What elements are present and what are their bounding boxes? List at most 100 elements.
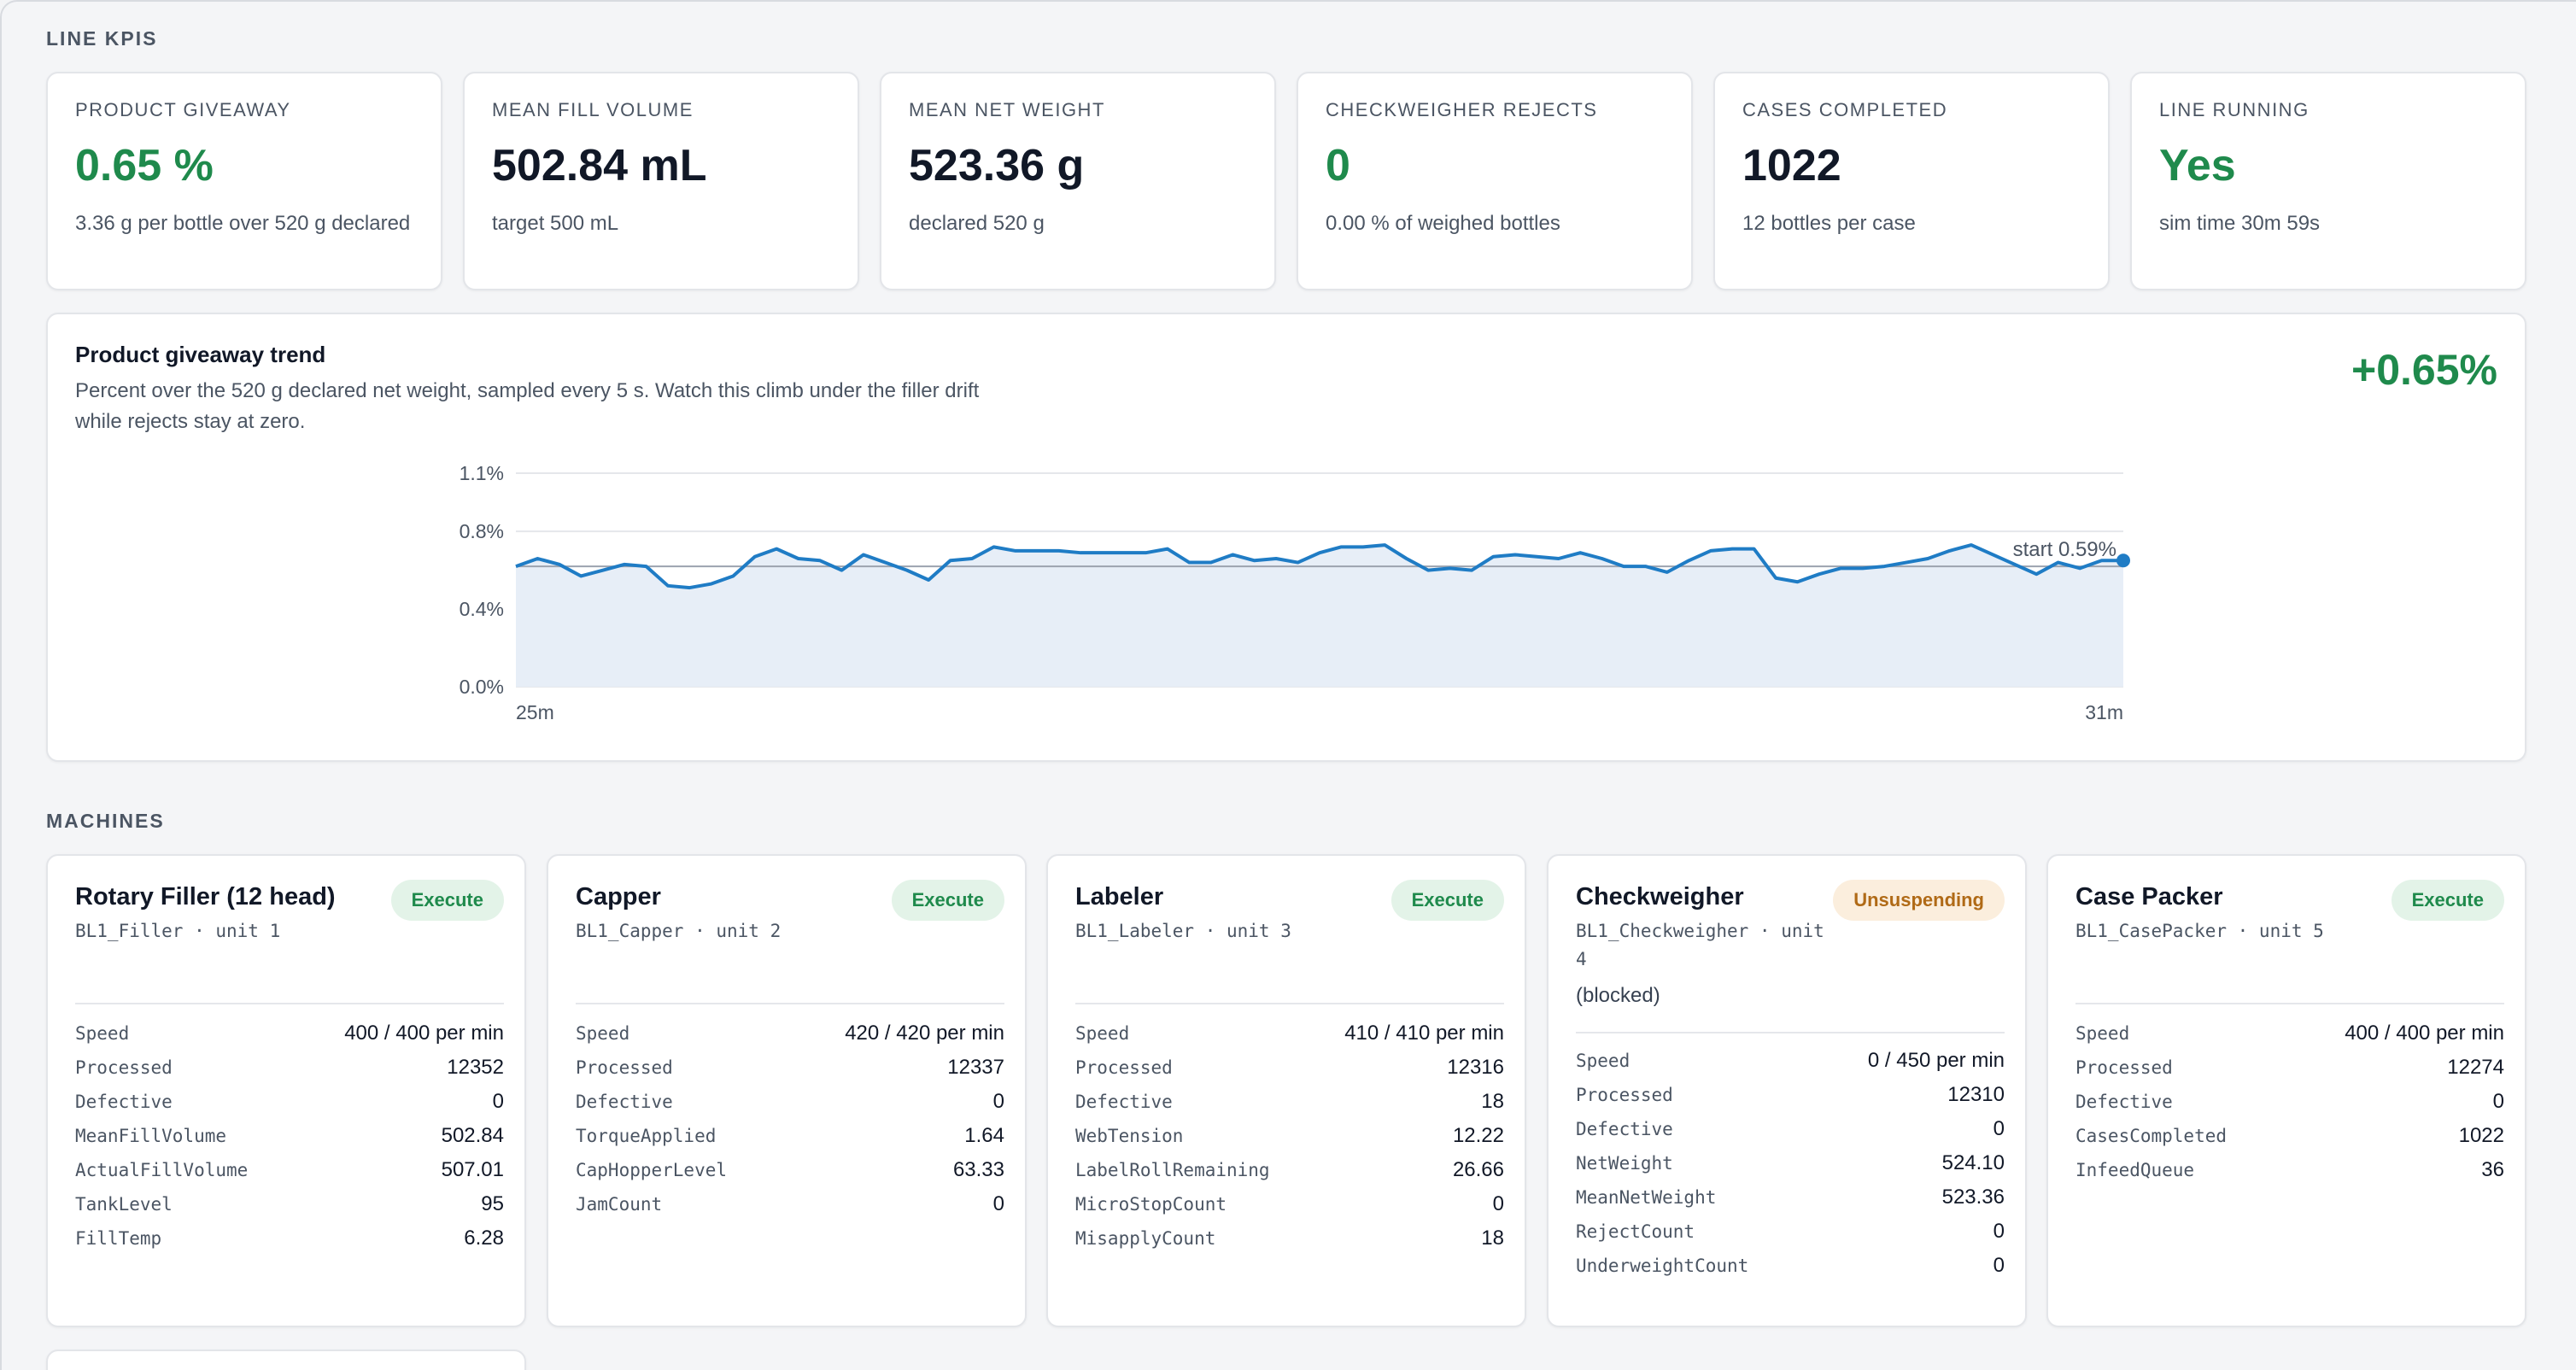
section-title-kpis: LINE KPIS [46,27,158,50]
metric-name: WebTension [1075,1126,1184,1146]
metric-name: LabelRollRemaining [1075,1160,1270,1180]
kpi-subtext: 3.36 g per bottle over 520 g declared [75,212,411,235]
metric-value: 0 [1993,1220,2005,1243]
metric-list: Speed 0 / 450 per min Processed 12310 De… [1576,1044,2005,1283]
metric-row: Speed 0 / 450 per min [1576,1044,2005,1078]
machine-card[interactable]: Capper Execute BL1_Capper · unit 2 Speed… [547,854,1027,1327]
kpi-label: LINE RUNNING [2159,99,2310,120]
metric-row: InfeedQueue 36 [2075,1153,2504,1187]
metric-name: Processed [2075,1057,2173,1078]
trend-current-value: +0.65% [2351,346,2497,394]
machine-id: BL1_Capper · unit 2 [576,921,782,941]
metric-row: JamCount 0 [576,1187,1004,1221]
metric-row: Speed 400 / 400 per min [2075,1016,2504,1051]
y-tick-label: 1.1% [460,462,504,484]
machine-name: Capper [576,883,661,910]
state-badge: Execute [891,880,1004,921]
metric-value: 12.22 [1452,1124,1504,1147]
metric-value: 36 [2481,1158,2504,1181]
metric-row: NetWeight 524.10 [1576,1146,2005,1180]
metric-row: Processed 12316 [1075,1051,1504,1085]
metric-row: CasesCompleted 1022 [2075,1119,2504,1153]
metric-value: 63.33 [952,1158,1004,1181]
metric-name: InfeedQueue [2075,1160,2195,1180]
metric-row: FillTemp 6.28 [75,1221,504,1256]
metric-value: 523.36 [1941,1186,2005,1209]
divider [1576,1032,2005,1033]
machine-name: Checkweigher [1576,883,1744,910]
metric-row: Processed 12274 [2075,1051,2504,1085]
metric-row: MicroStopCount 0 [1075,1187,1504,1221]
metric-value: 12310 [1947,1083,2005,1106]
metric-value: 12352 [447,1056,504,1079]
section-title-machines: MACHINES [46,810,165,832]
kpi-label: MEAN FILL VOLUME [492,99,694,120]
metric-name: Defective [2075,1092,2173,1112]
machine-card[interactable]: Case Packer Execute BL1_CasePacker · uni… [2046,854,2526,1327]
start-reference-label: start 0.59% [2013,538,2116,561]
trend-description: Percent over the 520 g declared net weig… [75,379,980,433]
x-tick-label: 31m [2085,701,2123,723]
metric-row: Speed 420 / 420 per min [576,1016,1004,1051]
metric-value: 420 / 420 per min [845,1022,1004,1045]
metric-row: MeanFillVolume 502.84 [75,1119,504,1153]
giveaway-trend-card: Product giveaway trend Percent over the … [46,313,2526,762]
y-tick-label: 0.0% [460,676,504,698]
metric-value: 18 [1481,1090,1504,1113]
metric-row: Processed 12310 [1576,1078,2005,1112]
machine-name: Case Packer [2075,883,2223,910]
y-tick-label: 0.8% [460,520,504,542]
metric-name: ActualFillVolume [75,1160,249,1180]
metric-name: Speed [576,1023,630,1044]
metric-name: Defective [576,1092,673,1112]
metric-list: Speed 400 / 400 per min Processed 12352 … [75,1016,504,1256]
machine-card[interactable]: Labeler Execute BL1_Labeler · unit 3 Spe… [1046,854,1526,1327]
machine-note: (blocked) [1576,984,1660,1007]
metric-row: MeanNetWeight 523.36 [1576,1180,2005,1215]
metric-value: 507.01 [441,1158,504,1181]
state-badge: Unsuspending [1833,880,2005,921]
metric-row: Defective 0 [2075,1085,2504,1119]
kpi-card: LINE RUNNING Yes sim time 30m 59s [2130,72,2526,290]
metric-value: 12274 [2447,1056,2504,1079]
kpi-value: 0.65 % [75,141,214,190]
metric-name: JamCount [576,1194,663,1215]
divider [1075,1003,1504,1004]
state-badge: Execute [1390,880,1504,921]
machine-id: BL1_CasePacker · unit 5 [2075,921,2324,941]
metric-value: 1022 [2458,1124,2504,1147]
metric-value: 0 [1993,1254,2005,1277]
kpi-subtext: sim time 30m 59s [2159,212,2321,235]
machine-card[interactable]: Checkweigher Unsuspending BL1_Checkweigh… [1547,854,2027,1327]
metric-value: 0 [2492,1090,2504,1113]
metric-name: Processed [1075,1057,1173,1078]
metric-value: 0 [1993,1117,2005,1140]
metric-name: MisapplyCount [1075,1228,1216,1249]
area-fill [516,545,2123,687]
metric-value: 400 / 400 per min [2345,1022,2504,1045]
kpi-subtext: declared 520 g [909,212,1045,235]
metric-list: Speed 400 / 400 per min Processed 12274 … [2075,1016,2504,1187]
metric-row: Processed 12352 [75,1051,504,1085]
divider [75,1003,504,1004]
metric-name: Defective [75,1092,173,1112]
trend-title: Product giveaway trend [75,342,326,367]
kpi-subtext: 0.00 % of weighed bottles [1326,212,1560,235]
kpi-card: MEAN FILL VOLUME 502.84 mL target 500 mL [463,72,859,290]
metric-list: Speed 420 / 420 per min Processed 12337 … [576,1016,1004,1221]
metric-row: CapHopperLevel 63.33 [576,1153,1004,1187]
machine-card-partial [46,1350,526,1370]
kpi-card: CHECKWEIGHER REJECTS 0 0.00 % of weighed… [1297,72,1693,290]
metric-name: UnderweightCount [1576,1256,1749,1276]
giveaway-series-line [515,543,2123,590]
metric-value: 12316 [1447,1056,1504,1079]
metric-value: 12337 [947,1056,1004,1079]
kpi-subtext: 12 bottles per case [1742,212,1916,235]
machine-id: BL1_Filler · unit 1 [75,921,281,941]
machine-card[interactable]: Rotary Filler (12 head) Execute BL1_Fill… [46,854,526,1327]
metric-row: ActualFillVolume 507.01 [75,1153,504,1187]
kpi-label: CASES COMPLETED [1742,99,1948,120]
kpi-label: CHECKWEIGHER REJECTS [1326,99,1598,120]
state-badge: Execute [2391,880,2504,921]
